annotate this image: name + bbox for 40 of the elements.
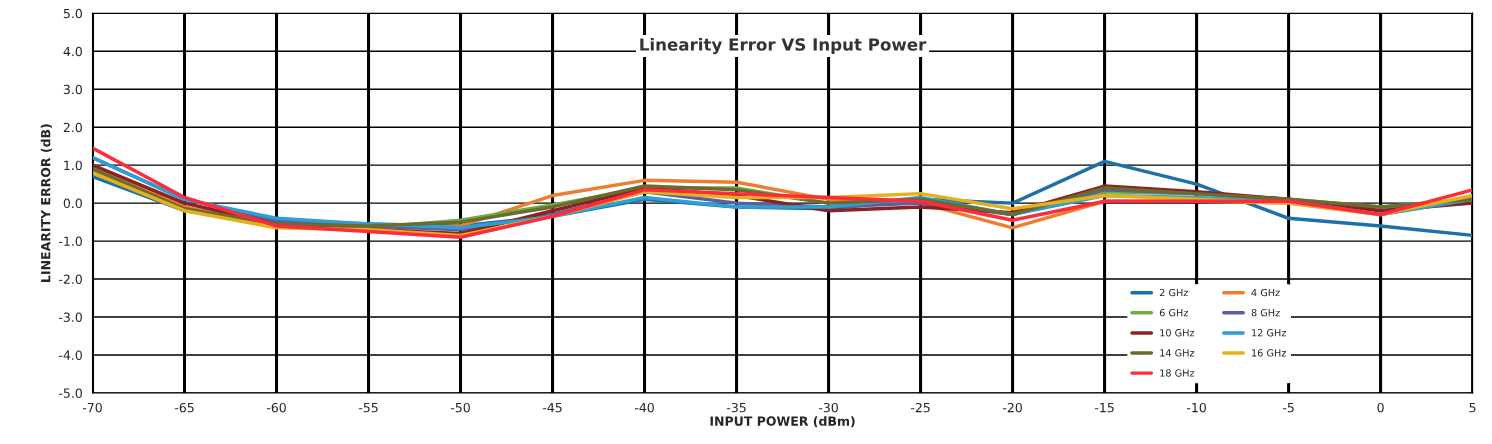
x-tick-label: -50	[450, 402, 470, 413]
x-tick-label: -70	[82, 402, 102, 413]
y-axis-title: LINEARITY ERROR (dB)	[40, 124, 52, 282]
y-tick-label: -2.0	[59, 274, 82, 284]
x-tick-label: 0	[1377, 402, 1384, 413]
y-tick-label: -1.0	[59, 236, 82, 247]
y-tick-label: 0.0	[63, 198, 82, 209]
y-tick-label: 1.0	[64, 160, 82, 171]
legend-label: 14 GHz	[1160, 349, 1195, 357]
legend-label: 18 GHz	[1160, 369, 1195, 377]
x-tick-label: -30	[818, 402, 838, 413]
x-tick-label: -55	[358, 403, 378, 413]
legend-label: 4 GHz	[1251, 288, 1280, 297]
legend-label: 2 GHz	[1159, 288, 1188, 297]
x-tick-label: -10	[1186, 402, 1206, 413]
x-axis-title: INPUT POWER (dBm)	[710, 416, 855, 428]
x-tick-label: -40	[634, 402, 654, 413]
x-tick-label: -65	[174, 402, 194, 413]
y-tick-label: 5.0	[63, 8, 82, 19]
x-tick-label: -45	[542, 403, 562, 413]
x-tick-label: -25	[910, 402, 930, 413]
x-tick-label: -20	[1002, 402, 1022, 413]
x-tick-label: -60	[266, 402, 286, 413]
x-tick-label: -15	[1094, 403, 1114, 413]
y-tick-label: -3.0	[59, 312, 82, 322]
x-tick-label: -35	[726, 402, 746, 413]
legend-label: 10 GHz	[1160, 329, 1195, 337]
legend-label: 8 GHz	[1251, 308, 1280, 317]
y-tick-label: 4.0	[63, 46, 82, 57]
x-tick-label: -5	[1282, 403, 1294, 413]
x-tick-label: 5	[1469, 403, 1476, 413]
line-series	[92, 146, 1473, 240]
text: Linearity Error VS Input Power	[640, 37, 927, 55]
legend-label: 16 GHz	[1252, 349, 1286, 357]
legend-label: 12 GHz	[1252, 329, 1286, 337]
y-tick-label: -4.0	[59, 350, 82, 360]
y-tick-label: 2.0	[63, 122, 82, 133]
y-tick-label: -5.0	[59, 388, 82, 398]
legend-label: 6 GHz	[1159, 308, 1188, 317]
y-tick-label: 3.0	[63, 84, 82, 95]
